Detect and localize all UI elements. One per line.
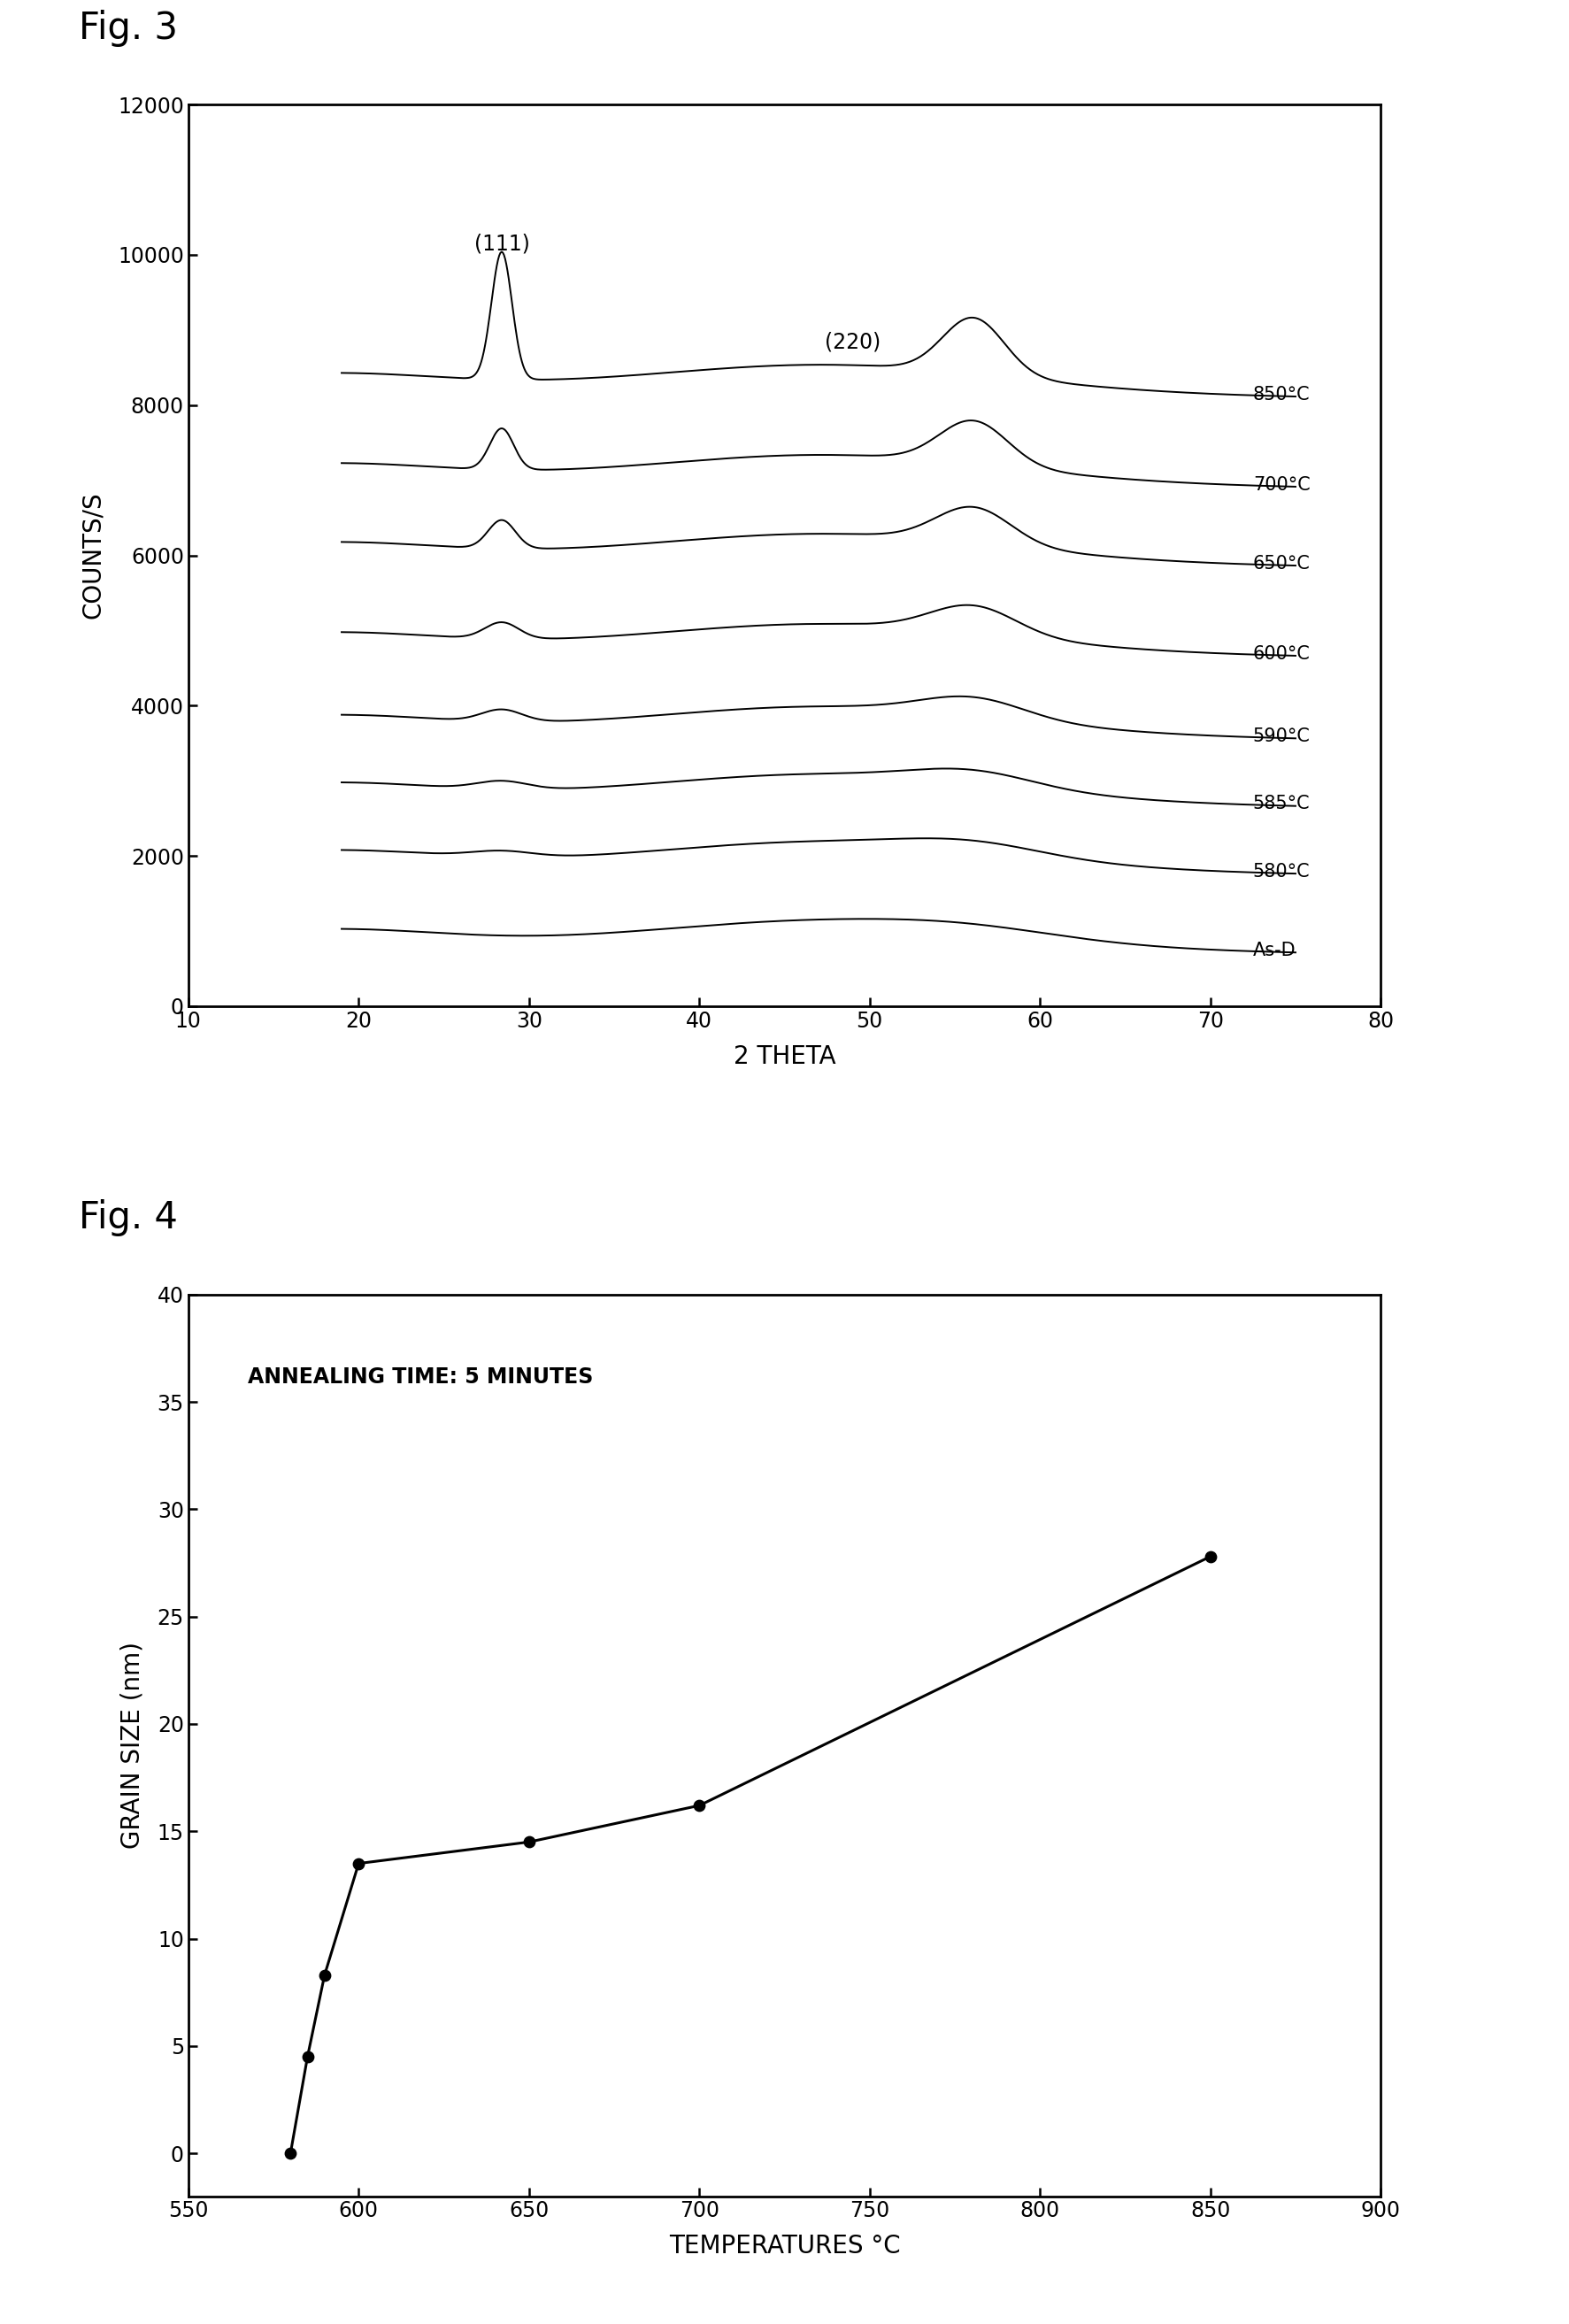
Text: 590°C: 590°C xyxy=(1254,727,1310,746)
Text: Fig. 3: Fig. 3 xyxy=(78,9,177,46)
Text: 600°C: 600°C xyxy=(1254,644,1310,662)
Text: 700°C: 700°C xyxy=(1254,476,1310,493)
Y-axis label: GRAIN SIZE (nm): GRAIN SIZE (nm) xyxy=(121,1641,144,1850)
Point xyxy=(1197,1538,1222,1576)
Point xyxy=(312,1957,337,1994)
Point xyxy=(687,1787,712,1824)
Point xyxy=(295,2038,320,2075)
Y-axis label: COUNTS/S: COUNTS/S xyxy=(80,493,105,618)
Text: As-D: As-D xyxy=(1254,941,1296,960)
Text: (220): (220) xyxy=(825,332,880,353)
Point xyxy=(516,1824,541,1862)
Text: Fig. 4: Fig. 4 xyxy=(78,1199,177,1236)
Text: (111): (111) xyxy=(474,235,530,256)
Text: 850°C: 850°C xyxy=(1254,386,1310,404)
Text: 650°C: 650°C xyxy=(1254,555,1310,572)
Point xyxy=(347,1845,372,1882)
Point xyxy=(278,2136,303,2173)
Text: 580°C: 580°C xyxy=(1254,862,1310,881)
Text: ANNEALING TIME: 5 MINUTES: ANNEALING TIME: 5 MINUTES xyxy=(248,1367,593,1387)
Text: 585°C: 585°C xyxy=(1254,795,1310,813)
X-axis label: 2 THETA: 2 THETA xyxy=(733,1043,836,1069)
X-axis label: TEMPERATURES °C: TEMPERATURES °C xyxy=(668,2233,901,2259)
